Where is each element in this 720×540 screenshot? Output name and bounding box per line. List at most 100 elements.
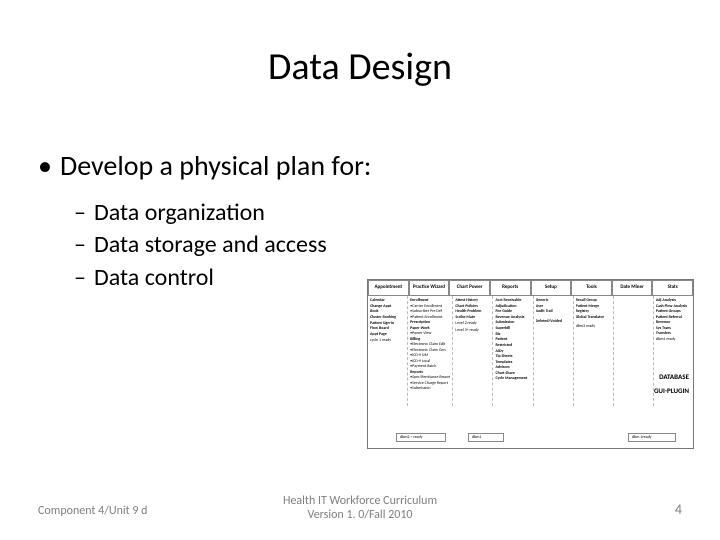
diagram-item: Biz [495, 332, 530, 337]
diagram-item: Appt Page [370, 332, 405, 337]
bullet-level-2: –Data storage and access [74, 229, 682, 261]
diagram-item: dbm3 ready [576, 324, 611, 329]
diagram-item: Chart Policies [455, 304, 490, 309]
footer-center: Health IT Workforce Curriculum Version 1… [0, 494, 720, 522]
diagram-columns: CalendarChange ApptBookCluster BookingPa… [368, 296, 693, 406]
sub-text: Data organization [94, 198, 265, 227]
diagram-header: Reports [490, 280, 531, 296]
diagram-item: Deleted/Voided [536, 319, 571, 324]
diagram-item: •Carrier Enrollment [410, 304, 450, 309]
diagram-item: Submission [495, 320, 530, 325]
diagram-item: Attest History [455, 298, 490, 303]
diagram-item: •Electronic Claim Edit [410, 342, 450, 347]
diagram-item: •Electronic Claim Gen [410, 348, 450, 353]
diagram-item: •ICD-9 Local [410, 359, 450, 364]
diagram-item: Superbill [495, 326, 530, 331]
diagram-item: Revenue Analysis [495, 315, 530, 320]
page-title: Data Design [0, 44, 720, 90]
diagram-item: Patient Referral [656, 315, 691, 320]
diagram-bottom-row: dbm2 > ready dbm1 dbm 1ready [368, 420, 693, 444]
diagram-item: Cycle Management [495, 376, 530, 381]
diagram-item: Billing [410, 337, 450, 342]
diagram-column: CalendarChange ApptBookCluster BookingPa… [368, 296, 408, 406]
diagram-item: Reports [410, 370, 450, 375]
body-content: •Develop a physical plan for: –Data orga… [38, 148, 682, 294]
footer-page-number: 4 [675, 501, 682, 518]
diagram-item: Flow Board [370, 326, 405, 331]
side-label-gui: GUI-PLUGIN [654, 386, 689, 395]
diagram-item: •Patient Enrollment [410, 315, 450, 320]
sub-text: Data storage and access [94, 230, 327, 259]
diagram-item: Enrollment [410, 298, 450, 303]
bullet-text: Develop a physical plan for: [60, 148, 371, 183]
diagram-item: •Subscriber Pre Def [410, 309, 450, 314]
diagram-item: Paper Work [410, 326, 450, 331]
diagram-item: Global Translator [576, 315, 611, 320]
diagram-item: •Power View [410, 331, 450, 336]
diagram-item: Advisors [495, 365, 530, 370]
diagram-item: Book [370, 309, 405, 314]
diagram-bottom-box: dbm 1ready [628, 433, 676, 442]
diagram-item: Revenue [656, 320, 691, 325]
diagram-item: Level 3+ ready [455, 328, 490, 333]
diagram-item: •Service Charge Report [410, 381, 450, 386]
diagram-item: Adj Analysis [656, 298, 691, 303]
diagram-item: Registry [576, 309, 611, 314]
diagram-header: Setup [531, 280, 572, 296]
diagram-item: dbm4 ready [656, 337, 691, 342]
bullet-marker: • [38, 148, 60, 183]
diagram-header: Date Miner [612, 280, 653, 296]
diagram-item: Chart Share [495, 371, 530, 376]
diagram-item: Prescription [410, 320, 450, 325]
diagram-item: cycle 1 ready [370, 338, 405, 343]
diagram-item: Generic [536, 298, 571, 303]
diagram-item: Change Appt [370, 304, 405, 309]
diagram-item: Restricted [495, 343, 530, 348]
diagram-item: Calendar [370, 298, 405, 303]
diagram-item: •Submission [410, 386, 450, 391]
diagram-header: Chart Power [449, 280, 490, 296]
footer-center-line1: Health IT Workforce Curriculum [0, 494, 720, 508]
diagram-header-row: Appointment Practice Wizard Chart Power … [368, 280, 693, 296]
diagram-item: •Spec/Remitance Report [410, 375, 450, 380]
diagram-item: Patient Groups [656, 309, 691, 314]
diagram-item: AIDy [495, 349, 530, 354]
diagram-header: Appointment [368, 280, 409, 296]
dash-marker: – [74, 229, 94, 261]
schema-diagram: Appointment Practice Wizard Chart Power … [367, 279, 694, 449]
diagram-bottom-box: dbm1 [468, 433, 504, 442]
diagram-item: Templates [495, 360, 530, 365]
diagram-item: Level 2 ready [455, 321, 490, 326]
diagram-bottom-box: dbm2 > ready [396, 433, 446, 442]
diagram-column: Recall GroupPatient MergeRegistryGlobal … [574, 296, 614, 406]
footer-center-line2: Version 1. 0/Fall 2010 [0, 508, 720, 522]
diagram-column: GenericUserAudit TrailDeleted/Voided [534, 296, 574, 406]
diagram-item: Adjudication [495, 304, 530, 309]
diagram-header: Stats [652, 280, 693, 296]
sub-text: Data control [94, 263, 214, 292]
dash-marker: – [74, 262, 94, 294]
bullet-level-2: –Data organization [74, 197, 682, 229]
diagram-item: •Payment Batch [410, 364, 450, 369]
side-label-database: DATABASE [659, 372, 689, 381]
diagram-item: •ICD-9 SIM [410, 353, 450, 358]
diagram-item: User [536, 304, 571, 309]
diagram-item: Patient Sign-in [370, 321, 405, 326]
dash-marker: – [74, 197, 94, 229]
diagram-item: Patient Merge [576, 304, 611, 309]
diagram-column [614, 296, 654, 406]
diagram-header: Tools [571, 280, 612, 296]
diagram-item: Tip Sheets [495, 354, 530, 359]
diagram-item: Cluster Booking [370, 315, 405, 320]
diagram-item: Sys Trans [656, 326, 691, 331]
diagram-header: Practice Wizard [409, 280, 450, 296]
diagram-item: Scribe Mate [455, 315, 490, 320]
diagram-item: Health Problem [455, 309, 490, 314]
diagram-item: Cash Flow Analysis [656, 304, 691, 309]
diagram-column: Acct ReceivableAdjudicationFee GuideReve… [493, 296, 533, 406]
diagram-column: Attest HistoryChart PoliciesHealth Probl… [453, 296, 493, 406]
bullet-level-1: •Develop a physical plan for: [38, 148, 682, 183]
diagram-item: Transfers [656, 331, 691, 336]
diagram-item: Acct Receivable [495, 298, 530, 303]
diagram-column: Enrollment•Carrier Enrollment•Subscriber… [408, 296, 453, 406]
